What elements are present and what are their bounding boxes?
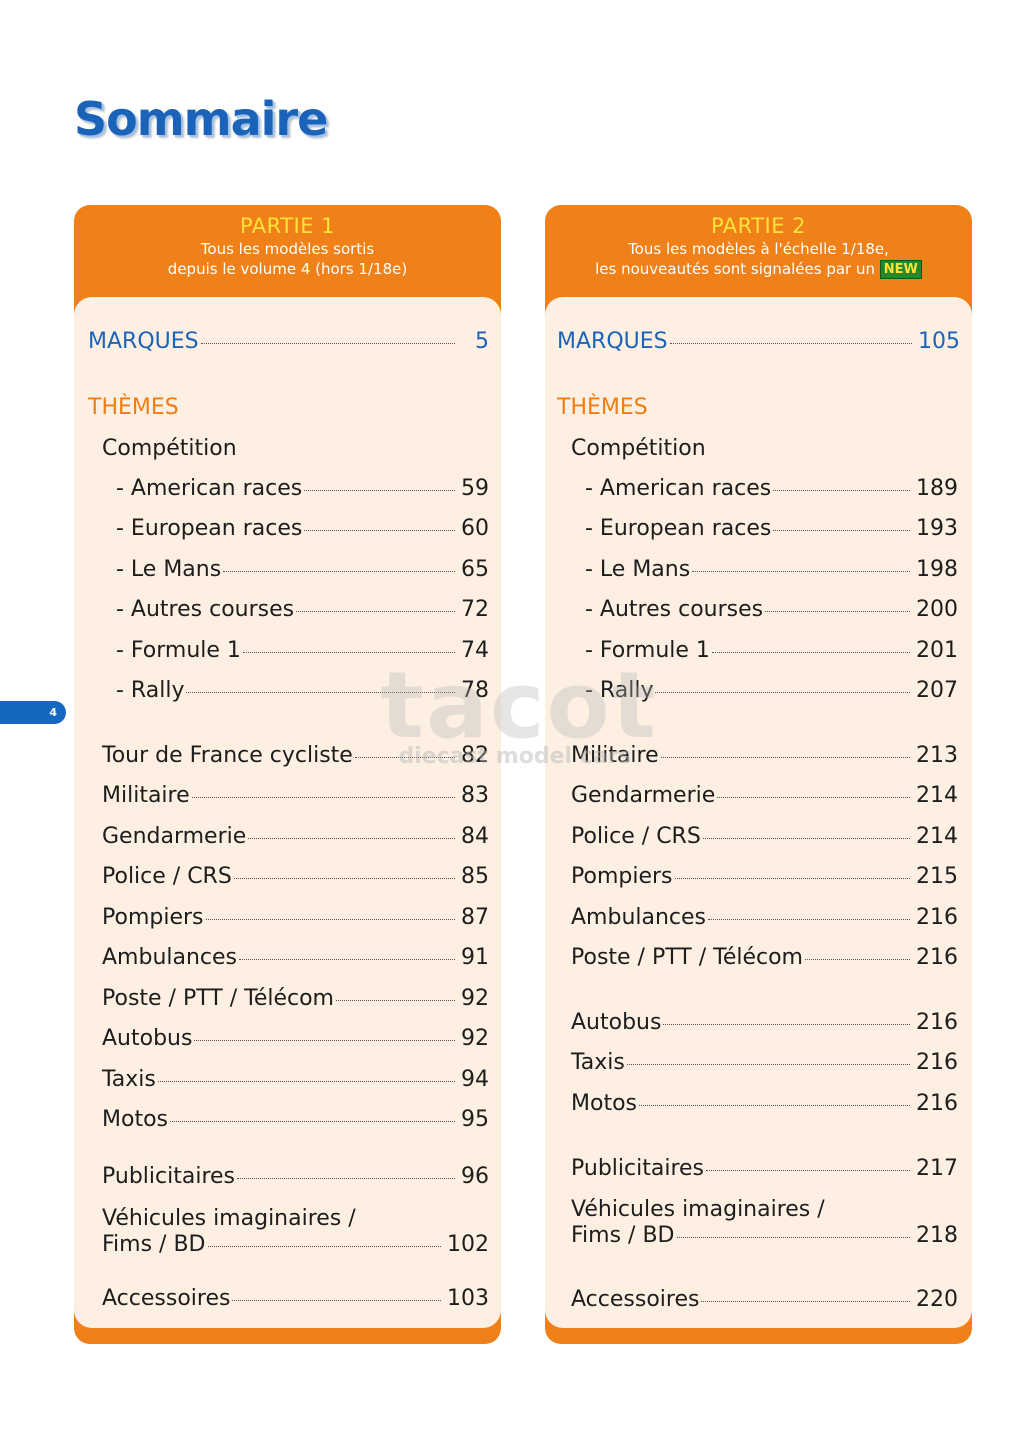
part2-desc-line2: les nouveautés sont signalées par un — [595, 260, 875, 278]
subsection-competition: Compétition — [102, 436, 237, 461]
part2-title: PARTIE 2 — [710, 214, 807, 238]
toc-entry[interactable]: Police / CRS 85 — [102, 864, 489, 889]
toc-entry[interactable]: Poste / PTT / Télécom 216 — [571, 945, 958, 970]
toc-entry-marques[interactable]: MARQUES 105 — [557, 329, 960, 354]
toc-entry[interactable]: Militaire 213 — [571, 743, 958, 768]
toc-entry-vehicules-line1: Véhicules imaginaires / — [571, 1197, 825, 1222]
part1-title: PARTIE 1 — [239, 214, 336, 238]
subsection-competition: Compétition — [571, 436, 706, 461]
part1-desc-line2: depuis le volume 4 (hors 1/18e) — [167, 260, 408, 278]
toc-entry-vehicules[interactable]: Fims / BD 102 — [102, 1232, 489, 1257]
toc-entry-publicitaires[interactable]: Publicitaires 217 — [571, 1156, 958, 1181]
page-number: 4 — [49, 706, 57, 719]
toc-entry[interactable]: Autobus 216 — [571, 1010, 958, 1035]
toc-entry[interactable]: Pompiers 87 — [102, 905, 489, 930]
part2-panel: PARTIE 2 Tous les modèles à l'échelle 1/… — [545, 205, 972, 1344]
toc-entry[interactable]: Gendarmerie 214 — [571, 783, 958, 808]
toc-entry[interactable]: Pompiers 215 — [571, 864, 958, 889]
toc-entry[interactable]: - Le Mans 198 — [585, 557, 958, 582]
toc-entry[interactable]: Ambulances 216 — [571, 905, 958, 930]
toc-entry[interactable]: - American races 189 — [585, 476, 958, 501]
toc-entry[interactable]: Gendarmerie 84 — [102, 824, 489, 849]
toc-entry[interactable]: - Rally 78 — [116, 678, 489, 703]
toc-entry-marques[interactable]: MARQUES 5 — [88, 329, 489, 354]
part1-header: PARTIE 1 Tous les modèles sortis depuis … — [74, 205, 501, 297]
toc-entry[interactable]: Motos 95 — [102, 1107, 489, 1132]
part1-contents: MARQUES 5 THÈMES Compétition - American r… — [74, 297, 501, 1328]
toc-entry[interactable]: - Autres courses 72 — [116, 597, 489, 622]
toc-entry[interactable]: - European races 193 — [585, 516, 958, 541]
toc-entry[interactable]: Ambulances 91 — [102, 945, 489, 970]
toc-entry[interactable]: Taxis 94 — [102, 1067, 489, 1092]
part2-contents: MARQUES 105 THÈMES Compétition - American… — [545, 297, 972, 1328]
section-heading-themes: THÈMES — [557, 395, 648, 420]
toc-entry[interactable]: - European races 60 — [116, 516, 489, 541]
toc-entry[interactable]: Militaire 83 — [102, 783, 489, 808]
part2-desc-line1: Tous les modèles à l'échelle 1/18e, — [628, 240, 889, 258]
toc-entry[interactable]: Poste / PTT / Télécom 92 — [102, 986, 489, 1011]
toc-entry-publicitaires[interactable]: Publicitaires 96 — [102, 1164, 489, 1189]
toc-entry[interactable]: Police / CRS 214 — [571, 824, 958, 849]
part2-header: PARTIE 2 Tous les modèles à l'échelle 1/… — [545, 205, 972, 297]
toc-entry[interactable]: Taxis 216 — [571, 1050, 958, 1075]
toc-entry-accessoires[interactable]: Accessoires 103 — [102, 1286, 489, 1311]
part1-panel: PARTIE 1 Tous les modèles sortis depuis … — [74, 205, 501, 1344]
part1-desc-line1: Tous les modèles sortis — [200, 240, 375, 258]
toc-entry-vehicules-line1: Véhicules imaginaires / — [102, 1206, 356, 1231]
toc-entry[interactable]: - Autres courses 200 — [585, 597, 958, 622]
section-heading-themes: THÈMES — [88, 395, 179, 420]
toc-entry[interactable]: - American races 59 — [116, 476, 489, 501]
page-title: Sommaire — [74, 92, 328, 146]
toc-entry[interactable]: Tour de France cycliste 82 — [102, 743, 489, 768]
toc-entry[interactable]: Motos 216 — [571, 1091, 958, 1116]
toc-entry-accessoires[interactable]: Accessoires 220 — [571, 1287, 958, 1312]
toc-entry[interactable]: Autobus 92 — [102, 1026, 489, 1051]
toc-entry[interactable]: - Formule 1 201 — [585, 638, 958, 663]
page-number-tab: 4 — [0, 701, 66, 724]
toc-entry[interactable]: - Le Mans 65 — [116, 557, 489, 582]
part2-desc-line2-wrap: les nouveautés sont signalées par un NEW — [545, 259, 972, 279]
toc-entry-vehicules[interactable]: Fims / BD 218 — [571, 1223, 958, 1248]
toc-entry[interactable]: - Formule 1 74 — [116, 638, 489, 663]
new-badge: NEW — [879, 260, 922, 279]
toc-entry[interactable]: - Rally 207 — [585, 678, 958, 703]
